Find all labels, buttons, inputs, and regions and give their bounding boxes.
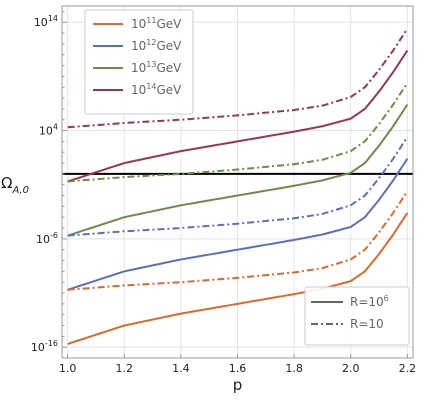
y-tick-labels: 1014 104 10-6 10-16 [31, 14, 58, 354]
series-line [67, 49, 409, 183]
legend-r-values: R=106 R=10 [304, 286, 410, 346]
y-tick-label: 10-6 [36, 231, 58, 246]
legend-style-label: R=10 [350, 317, 384, 331]
series-line [67, 158, 409, 291]
series-line [67, 82, 409, 183]
y-axis-title-main: Ω [1, 174, 12, 192]
x-tick-labels: 1.0 1.2 1.4 1.6 1.8 2.0 2.2 [59, 362, 416, 375]
legend-energy-scales: 1011GeV 1012GeV 1013GeV 1014GeV [84, 9, 194, 115]
x-tick-label: 2.2 [399, 362, 417, 375]
x-tick-label: 1.0 [59, 362, 77, 375]
x-tick-label: 1.6 [229, 362, 247, 375]
legend-label: 1013GeV [131, 60, 182, 75]
x-tick-label: 1.4 [172, 362, 190, 375]
x-axis-title: p [233, 376, 243, 394]
y-axis-title-sub: A,0 [11, 185, 29, 196]
y-axis-title: ΩA,0 [1, 174, 29, 196]
ticks-group [62, 10, 408, 358]
x-tick-label: 1.8 [285, 362, 303, 375]
series-line [67, 104, 409, 237]
series-line [67, 136, 409, 237]
legend-style-label: R=106 [350, 294, 389, 309]
legend-label: 1014GeV [131, 82, 182, 97]
x-tick-label: 1.2 [116, 362, 134, 375]
legend-label: 1012GeV [131, 38, 182, 53]
y-tick-label: 104 [39, 123, 58, 138]
series-line [67, 190, 409, 291]
legend-label: 1011GeV [131, 16, 182, 31]
legend-energy-box [84, 9, 194, 115]
x-tick-label: 2.0 [342, 362, 360, 375]
y-tick-label: 10-16 [31, 339, 58, 354]
y-tick-label: 1014 [34, 14, 58, 29]
series-line [67, 28, 409, 129]
